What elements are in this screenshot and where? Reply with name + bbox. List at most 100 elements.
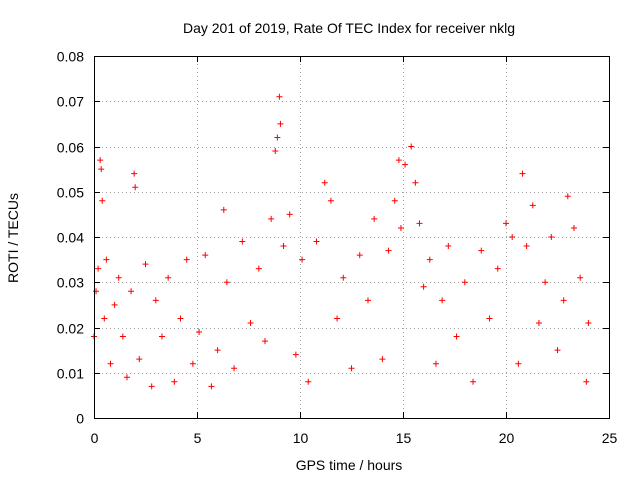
y-tick-label: 0.08 [57,49,84,65]
y-tick-labels: 0 0.01 0.02 0.03 0.04 0.05 0.06 0.07 0.08 [57,49,84,427]
data-point [371,215,378,222]
y-axis-label: ROTI / TECUs [5,193,21,283]
data-point [426,256,433,263]
chart-title: Day 201 of 2019, Rate Of TEC Index for r… [183,20,515,36]
data-point [111,301,118,308]
data-point [165,274,172,281]
data-point [340,274,347,281]
x-tick-label: 15 [396,430,412,446]
data-point [313,238,320,245]
data-point [379,356,386,363]
data-point [478,247,485,254]
data-point [554,347,561,354]
data-point [412,179,419,186]
data-point [132,184,139,191]
y-tick-label: 0.05 [57,185,84,201]
data-point [247,319,254,326]
data-point [255,265,262,272]
data-point [280,243,287,250]
x-axis-label: GPS time / hours [296,457,403,473]
data-point [486,315,493,322]
data-point [183,256,190,263]
data-point [299,256,306,263]
data-point [564,193,571,200]
data-point [391,197,398,204]
x-tick-labels: 0 5 10 15 20 25 [91,430,618,446]
y-tick-label: 0.06 [57,140,84,156]
x-tick-label: 25 [602,430,618,446]
data-point [99,197,106,204]
x-tick-label: 0 [91,430,99,446]
data-point [503,220,509,227]
data-point [231,365,238,372]
data-point [535,319,542,326]
data-point [128,288,135,295]
data-point [277,120,284,127]
data-point [208,383,215,390]
x-tick-label: 20 [499,430,515,446]
data-point [461,279,468,286]
grid-lines [94,56,609,418]
x-tick-label: 5 [194,430,202,446]
data-point [364,297,371,304]
data-point [101,315,108,322]
y-tick-label: 0 [76,411,84,427]
data-point [292,351,299,358]
data-point [119,333,126,340]
data-point [272,148,279,155]
data-point [542,279,549,286]
axis-ticks [94,56,610,419]
data-point [268,215,275,222]
data-point [189,360,196,367]
data-point [402,161,409,168]
data-point [356,252,363,259]
data-point [261,338,268,345]
data-point [585,319,592,326]
data-point [420,283,427,290]
data-point [509,234,516,240]
data-point [453,333,460,340]
data-point [171,378,178,385]
data-point [103,256,110,263]
data-point [416,220,423,227]
data-point [274,134,281,141]
data-point [560,297,567,304]
data-point [445,243,452,250]
data-point [177,315,184,322]
data-point [152,297,159,304]
data-point [577,274,584,281]
y-tick-label: 0.03 [57,275,84,291]
data-point [348,365,355,372]
data-point [523,243,530,250]
data-point [158,333,165,340]
data-point [131,170,138,177]
data-point [97,157,104,164]
data-point [548,234,555,240]
data-point [439,297,446,304]
data-point [286,211,293,218]
data-point [239,238,246,245]
data-point [136,356,143,363]
data-point [334,315,341,322]
data-point [214,347,221,354]
data-point [142,261,149,268]
data-point [470,378,477,385]
data-point [196,329,203,336]
y-tick-label: 0.01 [57,366,84,382]
data-point [515,360,522,367]
x-tick-label: 10 [293,430,309,446]
data-point [408,143,415,150]
data-point [494,265,501,272]
data-point [223,279,230,286]
y-tick-label: 0.02 [57,321,84,337]
data-point [519,170,526,177]
data-point [305,378,312,385]
data-point [432,360,439,367]
data-point [321,179,328,186]
data-point [529,202,536,209]
data-point [123,374,130,381]
data-point [276,93,283,100]
data-point [115,274,122,281]
